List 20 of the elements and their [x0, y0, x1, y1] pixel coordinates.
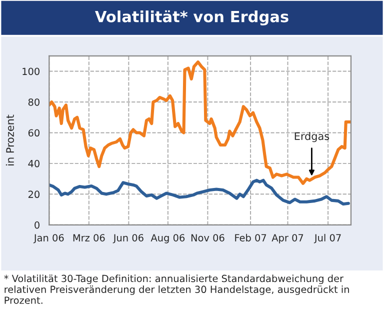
- y-axis-title: in Prozent: [6, 114, 14, 166]
- y-tick-label: 100: [22, 68, 40, 76]
- y-tick-label: 40: [28, 160, 40, 168]
- annotation: Erdgas: [294, 132, 330, 142]
- y-tick-label: 0: [34, 221, 40, 229]
- x-tick-label: Jul 07: [314, 234, 341, 244]
- x-tick-label: Apr 07: [272, 234, 304, 244]
- x-tick-label: Jan 06: [33, 234, 64, 244]
- x-tick-label: Nov 06: [191, 234, 224, 242]
- y-tick-label: 20: [28, 190, 40, 198]
- line-series: [49, 178, 350, 206]
- x-tick-label: Feb 07: [235, 234, 266, 242]
- text: * Volatilität 30-Tage Definition: annualisierte Standardabweichung der relativen Preisveränderung der letzten 30 Handelstage, ausgedrückt in Prozent.: [4, 274, 349, 304]
- x-tick-label: Mrz 06: [73, 234, 105, 242]
- chart-title: Volatilität* von Erdgas: [94, 10, 288, 26]
- line-series: [49, 60, 351, 185]
- x-tick-label: Jun 06: [112, 234, 144, 244]
- y-tick-label: 80: [28, 98, 40, 106]
- x-tick-label: Aug 06: [150, 234, 185, 244]
- y-tick-label: 60: [28, 129, 40, 137]
